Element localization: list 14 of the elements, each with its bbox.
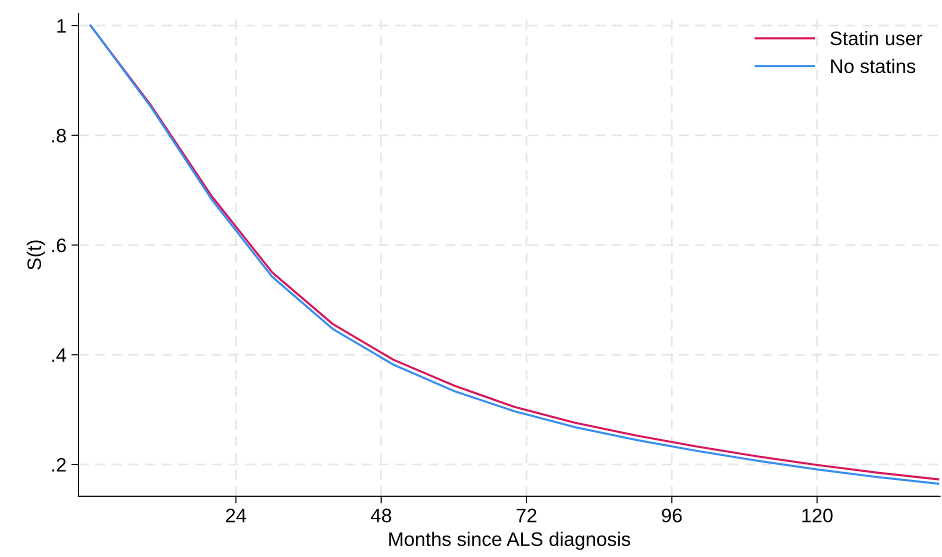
x-tick-label: 24 <box>226 508 246 522</box>
y-tick-label: .8 <box>52 128 66 143</box>
x-tick-label: 120 <box>802 508 833 522</box>
y-tick-label: .2 <box>52 458 66 472</box>
y-axis-title: S(t) <box>26 240 45 270</box>
legend-label: No statins <box>831 58 916 74</box>
y-tick-label: .4 <box>52 348 66 362</box>
x-tick-label: 72 <box>516 508 536 522</box>
x-axis-title: Months since ALS diagnosis <box>389 532 630 550</box>
x-tick-label: 48 <box>370 508 392 522</box>
y-tick-label: .6 <box>52 238 66 252</box>
legend-label: Statin user <box>830 31 922 46</box>
y-tick-label: 1 <box>57 19 66 33</box>
x-tick-label: 96 <box>662 508 682 522</box>
